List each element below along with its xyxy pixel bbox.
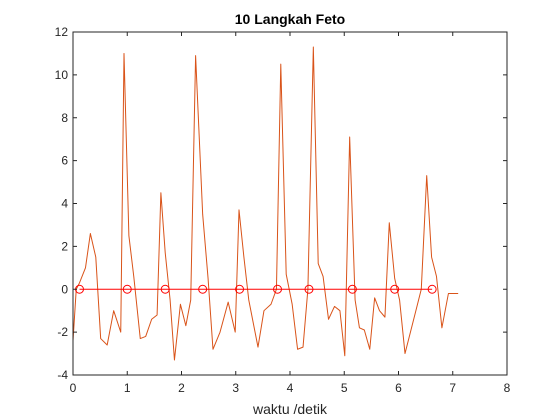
step-marker bbox=[198, 284, 208, 294]
step-marker bbox=[304, 284, 314, 294]
x-tick-label: 4 bbox=[287, 381, 294, 395]
y-tick-label: 12 bbox=[55, 25, 69, 39]
x-tick-label: 1 bbox=[124, 381, 131, 395]
series-layer bbox=[72, 46, 459, 361]
x-tick-label: 3 bbox=[232, 381, 239, 395]
x-tick-label: 0 bbox=[70, 381, 77, 395]
y-tick-label: 4 bbox=[61, 197, 68, 211]
y-tick-label: -4 bbox=[57, 368, 68, 382]
step-marker bbox=[347, 284, 357, 294]
plot-area bbox=[73, 32, 507, 375]
x-tick-label: 6 bbox=[395, 381, 402, 395]
y-tick-label: 8 bbox=[61, 111, 68, 125]
y-tick-label: 10 bbox=[55, 68, 69, 82]
y-tick-label: 2 bbox=[61, 239, 68, 253]
x-tick-label: 2 bbox=[178, 381, 185, 395]
x-tick-label: 8 bbox=[504, 381, 511, 395]
step-marker bbox=[390, 284, 400, 294]
step-marker bbox=[427, 284, 437, 294]
y-tick-label: 0 bbox=[61, 282, 68, 296]
step-marker bbox=[273, 284, 283, 294]
step-marker bbox=[122, 284, 132, 294]
x-tick-label: 5 bbox=[341, 381, 348, 395]
y-tick-label: 6 bbox=[61, 154, 68, 168]
step-marker bbox=[235, 284, 245, 294]
x-axis-label: waktu /detik bbox=[252, 401, 328, 417]
chart-title: 10 Langkah Feto bbox=[235, 11, 345, 27]
x-tick-label: 7 bbox=[449, 381, 456, 395]
series-line-1 bbox=[72, 46, 459, 361]
y-tick-label: -2 bbox=[57, 325, 68, 339]
step-marker bbox=[160, 284, 170, 294]
